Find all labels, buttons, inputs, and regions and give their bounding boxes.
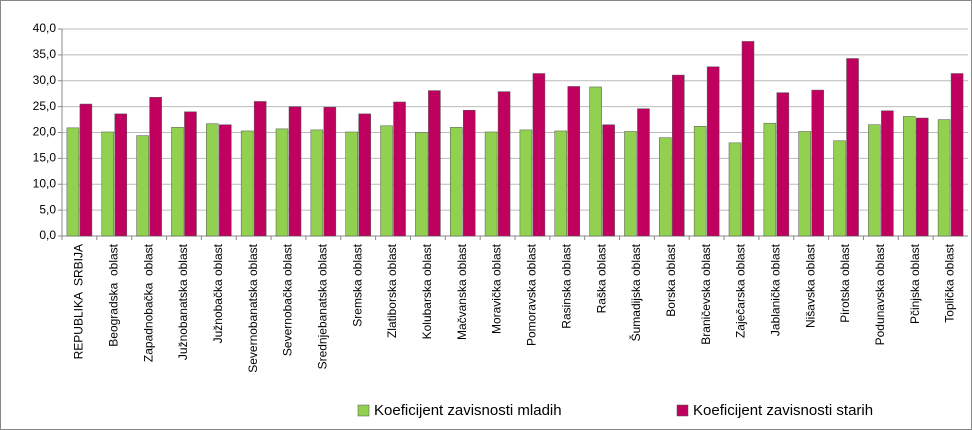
x-tick-label: Borska oblast: [664, 243, 678, 316]
legend-text: Koeficijent zavisnosti starih: [693, 402, 873, 419]
x-tick-label: Južnobanatska oblast: [176, 243, 190, 360]
legend-text: Koeficijent zavisnosti mladih: [374, 402, 562, 419]
bar: [114, 113, 128, 237]
bar: [868, 124, 881, 237]
bar: [902, 116, 916, 237]
bar: [798, 131, 811, 237]
bar: [497, 91, 511, 237]
bar: [811, 89, 824, 237]
bar: [567, 86, 581, 237]
x-tick-label: Zlatiborska oblast: [385, 243, 399, 338]
bar: [462, 109, 476, 237]
x-tick-label: Moravička oblast: [490, 243, 504, 334]
x-tick-label: Rasinska oblast: [559, 243, 573, 328]
bar: [79, 103, 93, 237]
x-tick-label: Pirotska oblast: [838, 243, 852, 322]
x-tick-label: Sremska oblast: [350, 243, 364, 326]
bar: [763, 122, 777, 237]
bar: [846, 58, 859, 237]
bar: [345, 131, 358, 237]
y-tick-label: 40,0: [33, 21, 57, 35]
y-tick-label: 35,0: [33, 47, 57, 61]
bar: [706, 66, 720, 237]
x-tick-label: Zapadnobačka oblast: [141, 243, 155, 362]
bar: [589, 86, 602, 237]
x-tick-label: Zaječarska oblast: [734, 243, 748, 338]
bar: [240, 130, 254, 237]
y-tick-label: 25,0: [33, 99, 57, 113]
bar: [393, 101, 406, 237]
x-tick-label: Severnobačka oblast: [281, 243, 295, 356]
bar: [659, 137, 672, 237]
bar: [532, 73, 546, 237]
bar: [881, 110, 894, 237]
bar: [637, 108, 650, 237]
bar: [484, 131, 498, 237]
bar: [184, 111, 197, 237]
legend-swatch: [676, 404, 689, 417]
bar: [519, 129, 533, 237]
bar: [449, 127, 463, 237]
bar: [672, 74, 685, 237]
y-tick-label: 15,0: [33, 151, 57, 165]
x-tick-label: Srednjebanatska oblast: [316, 243, 330, 369]
x-tick-label: Braničevska oblast: [699, 243, 713, 344]
x-tick-label: Mačvanska oblast: [455, 243, 469, 340]
y-tick-label: 5,0: [39, 202, 56, 216]
bar: [741, 41, 755, 237]
x-tick-label: Severnobanatska oblast: [246, 243, 260, 372]
y-tick-label: 10,0: [33, 176, 57, 190]
x-tick-label: Kolubarska oblast: [420, 243, 434, 339]
bar: [288, 106, 302, 237]
x-tick-label: Nišavska oblast: [803, 243, 817, 328]
bar: [950, 73, 964, 237]
bar: [915, 117, 929, 237]
bar: [101, 131, 115, 237]
bar: [554, 130, 568, 237]
legend-swatch: [357, 404, 370, 417]
bar: [323, 106, 337, 237]
bar: [833, 140, 846, 237]
x-tick-label: REPUBLIKA SRBIJA: [72, 244, 86, 359]
x-tick-label: Šumadijska oblast: [628, 243, 643, 341]
bar: [358, 113, 371, 237]
bar: [136, 135, 149, 237]
y-tick-label: 30,0: [33, 73, 57, 87]
bar: [937, 119, 951, 237]
x-tick-label: Toplička oblast: [943, 243, 957, 322]
y-tick-label: 20,0: [33, 125, 57, 139]
x-tick-label: Južnobačka oblast: [211, 243, 225, 343]
x-tick-label: Pčinjska oblast: [908, 243, 922, 324]
x-tick-label: Jablanička oblast: [769, 243, 783, 336]
bar: [693, 126, 707, 237]
y-tick-label: 0,0: [39, 228, 56, 242]
bar: [66, 127, 80, 237]
bar: [219, 124, 232, 237]
x-tick-label: Pomoravska oblast: [525, 243, 539, 346]
x-tick-label: Podunavska oblast: [873, 243, 887, 345]
bar: [602, 124, 615, 237]
bar: [428, 90, 441, 237]
x-tick-label: Beogradska oblast: [106, 243, 120, 346]
bar: [275, 128, 289, 237]
bar: [206, 123, 219, 237]
x-tick-label: Raška oblast: [594, 243, 608, 313]
bar: [149, 97, 162, 237]
bar: [728, 142, 742, 237]
bar: [171, 127, 184, 237]
bar: [776, 92, 790, 237]
bar: [253, 101, 267, 237]
bar: [624, 131, 637, 237]
bar: [310, 129, 324, 237]
bar: [415, 132, 428, 237]
bar: [380, 125, 393, 237]
